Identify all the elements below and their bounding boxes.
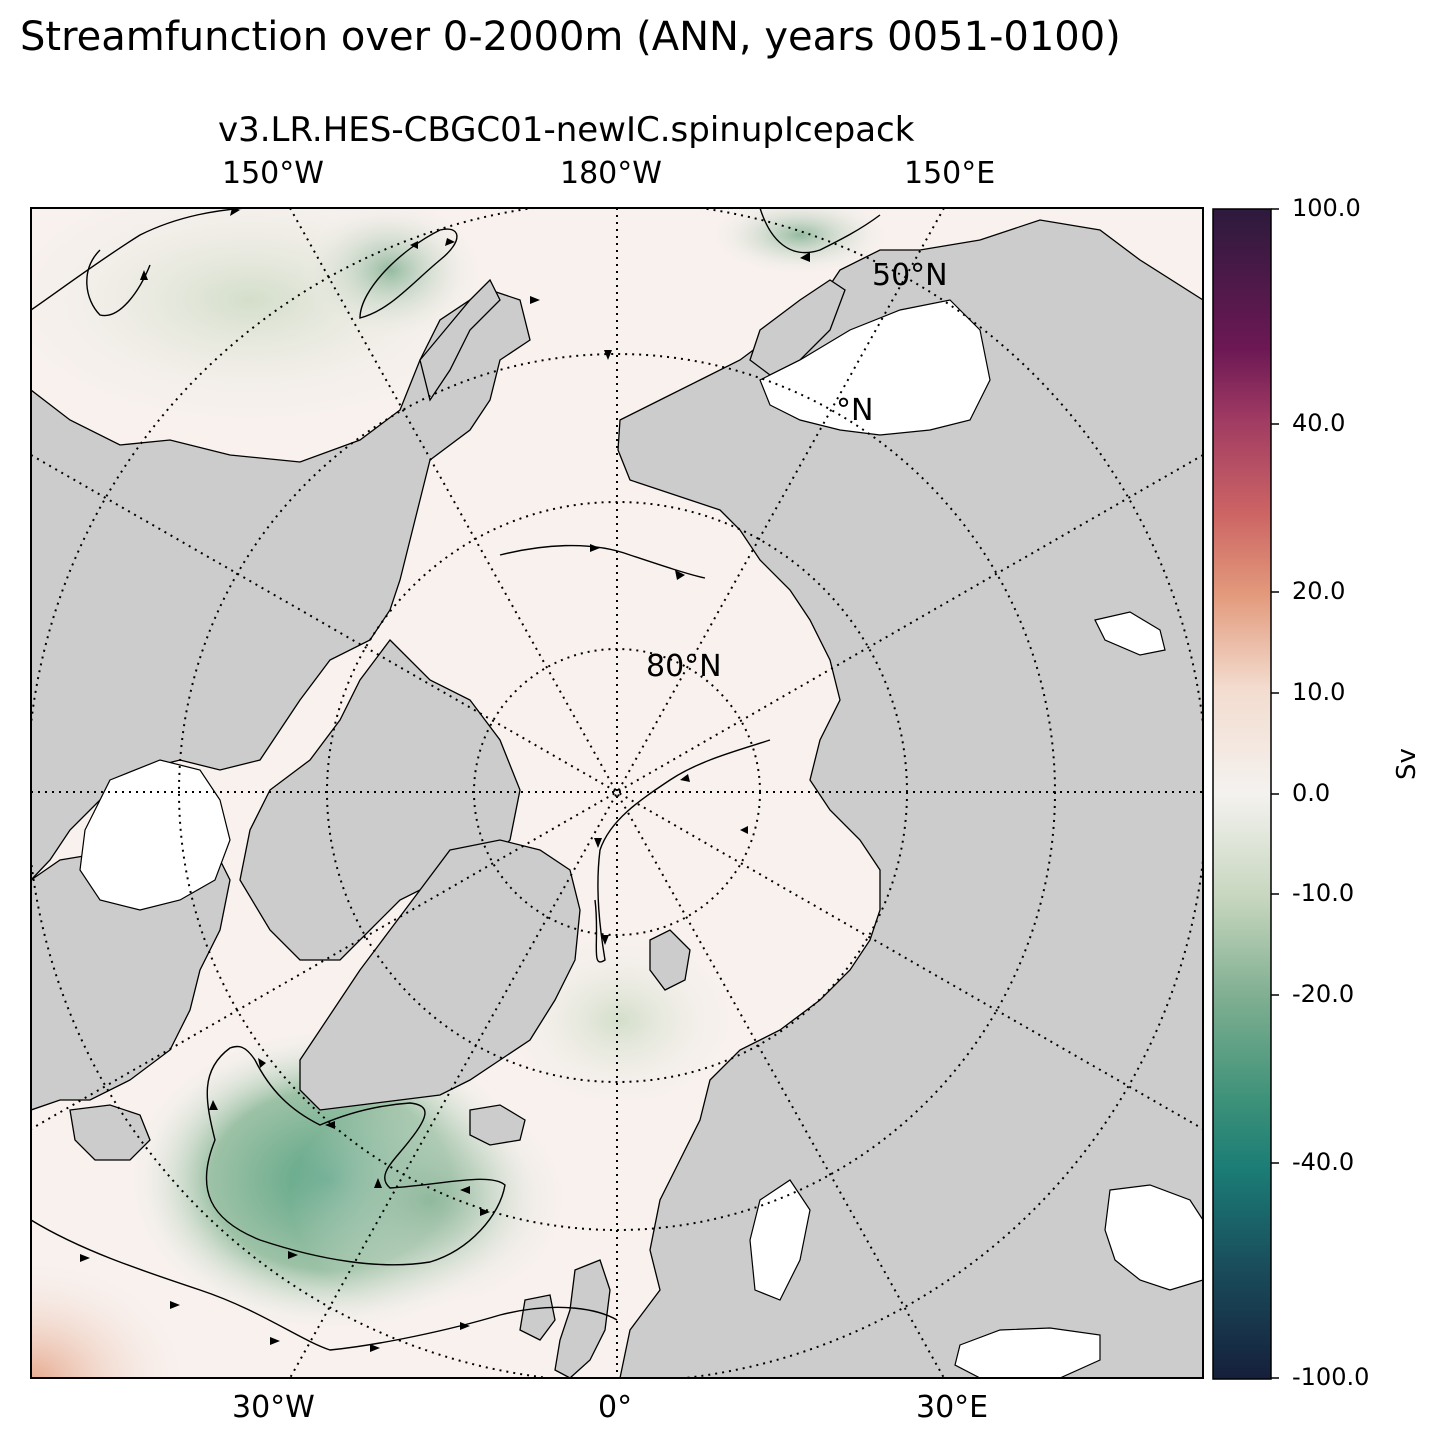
land-greenland xyxy=(299,839,581,1111)
arrow-marker xyxy=(480,1208,490,1216)
arrow-marker xyxy=(740,826,748,834)
baltic-sea xyxy=(749,1179,811,1301)
arrow-marker xyxy=(594,838,602,848)
land-britain xyxy=(554,1259,611,1378)
arrow-marker xyxy=(80,1254,90,1262)
hudson-bay xyxy=(79,759,231,911)
contour-pacific-west xyxy=(31,208,246,311)
land-canadian-archipelago xyxy=(239,639,521,961)
contour-okhotsk-north xyxy=(759,208,881,254)
arrow-marker xyxy=(288,1251,298,1259)
colorbar-unit-label: Sv xyxy=(1392,748,1422,780)
colorbar-tick-marks xyxy=(1271,208,1279,1379)
arrow-marker xyxy=(590,544,600,552)
contour-transpolar xyxy=(594,739,771,963)
land xyxy=(31,219,1203,1378)
arrow-marker xyxy=(270,1337,280,1345)
arrow-marker xyxy=(140,270,148,280)
arrow-marker xyxy=(325,1121,335,1129)
land-alaska-peninsula xyxy=(419,278,501,402)
contour-loop-west xyxy=(86,249,151,317)
land-iceland xyxy=(469,1104,526,1146)
graticule xyxy=(31,208,1203,1378)
cb-tick-label: 0.0 xyxy=(1292,779,1331,807)
arrow-marker xyxy=(170,1301,180,1309)
lat-label-80n: 80°N xyxy=(646,649,722,684)
arrow-marker xyxy=(460,1186,470,1194)
arrow-marker xyxy=(374,1178,382,1188)
land-ireland xyxy=(519,1294,556,1341)
lat-label-50n: 50°N xyxy=(872,258,948,293)
map-frame xyxy=(30,207,1204,1379)
lat-label-partial: °N xyxy=(836,393,874,428)
cb-tick-label: 100.0 xyxy=(1292,194,1361,222)
arrow-marker xyxy=(258,1058,266,1068)
inland-seas xyxy=(79,299,1203,1378)
colorbar xyxy=(1212,208,1272,1380)
contours xyxy=(31,208,881,1351)
cb-tick-label: 40.0 xyxy=(1292,409,1346,437)
figure-suptitle: Streamfunction over 0-2000m (ANN, years … xyxy=(20,14,1121,60)
contour-pacific-north xyxy=(31,1219,618,1351)
arrow-marker xyxy=(604,350,612,360)
cb-tick-label: -20.0 xyxy=(1292,980,1355,1008)
meridian-120w-60e xyxy=(31,454,1203,1130)
lon-label-30w: 30°W xyxy=(232,1390,315,1425)
field-green-okhotsk xyxy=(710,208,890,275)
land-newfoundland xyxy=(69,1104,151,1161)
contour-subpolar-gyre xyxy=(205,1045,506,1266)
land-svalbard xyxy=(649,929,691,991)
contour-beaufort xyxy=(499,544,706,579)
lon-label-180w: 180°W xyxy=(560,156,662,191)
arrow-marker xyxy=(230,208,240,216)
arrow-marker xyxy=(530,296,540,304)
cb-tick-label: -40.0 xyxy=(1292,1148,1355,1176)
cb-tick-label: -100.0 xyxy=(1292,1363,1370,1391)
lon-label-150e: 150°E xyxy=(904,156,996,191)
arrow-marker xyxy=(675,570,685,580)
okhotsk-sea xyxy=(759,299,991,436)
arrow-marker xyxy=(680,774,690,782)
arrow-marker xyxy=(800,252,810,262)
contour-arrows xyxy=(80,208,810,1352)
arrow-marker xyxy=(445,238,455,246)
contour-gulf-alaska xyxy=(359,228,458,319)
black-sea xyxy=(954,1327,1101,1378)
land-kamchatka xyxy=(749,279,846,376)
arrow-marker xyxy=(410,241,418,249)
cb-tick-label: 10.0 xyxy=(1292,678,1346,706)
field-pink-corner xyxy=(31,1180,291,1378)
cb-tick-label: 20.0 xyxy=(1292,577,1346,605)
land-eurasia xyxy=(617,219,1203,1378)
meridian-120e-60w xyxy=(31,454,1203,1130)
caspian-sea xyxy=(1104,1184,1203,1291)
cb-tick-label: -10.0 xyxy=(1292,879,1355,907)
arrow-marker xyxy=(460,1322,470,1330)
lon-label-150w: 150°W xyxy=(222,156,324,191)
arrow-marker xyxy=(209,1100,218,1110)
arrow-marker xyxy=(370,1344,380,1352)
arrow-marker xyxy=(601,935,609,945)
map-subtitle: v3.LR.HES-CBGC01-newIC.spinupIcepack xyxy=(218,110,915,150)
map-panel xyxy=(31,208,1203,1378)
lon-label-0: 0° xyxy=(598,1390,633,1425)
field-subpolar-gyre-east xyxy=(290,1090,570,1310)
lon-label-30e: 30°E xyxy=(916,1390,989,1425)
aral-sea xyxy=(1094,611,1166,656)
